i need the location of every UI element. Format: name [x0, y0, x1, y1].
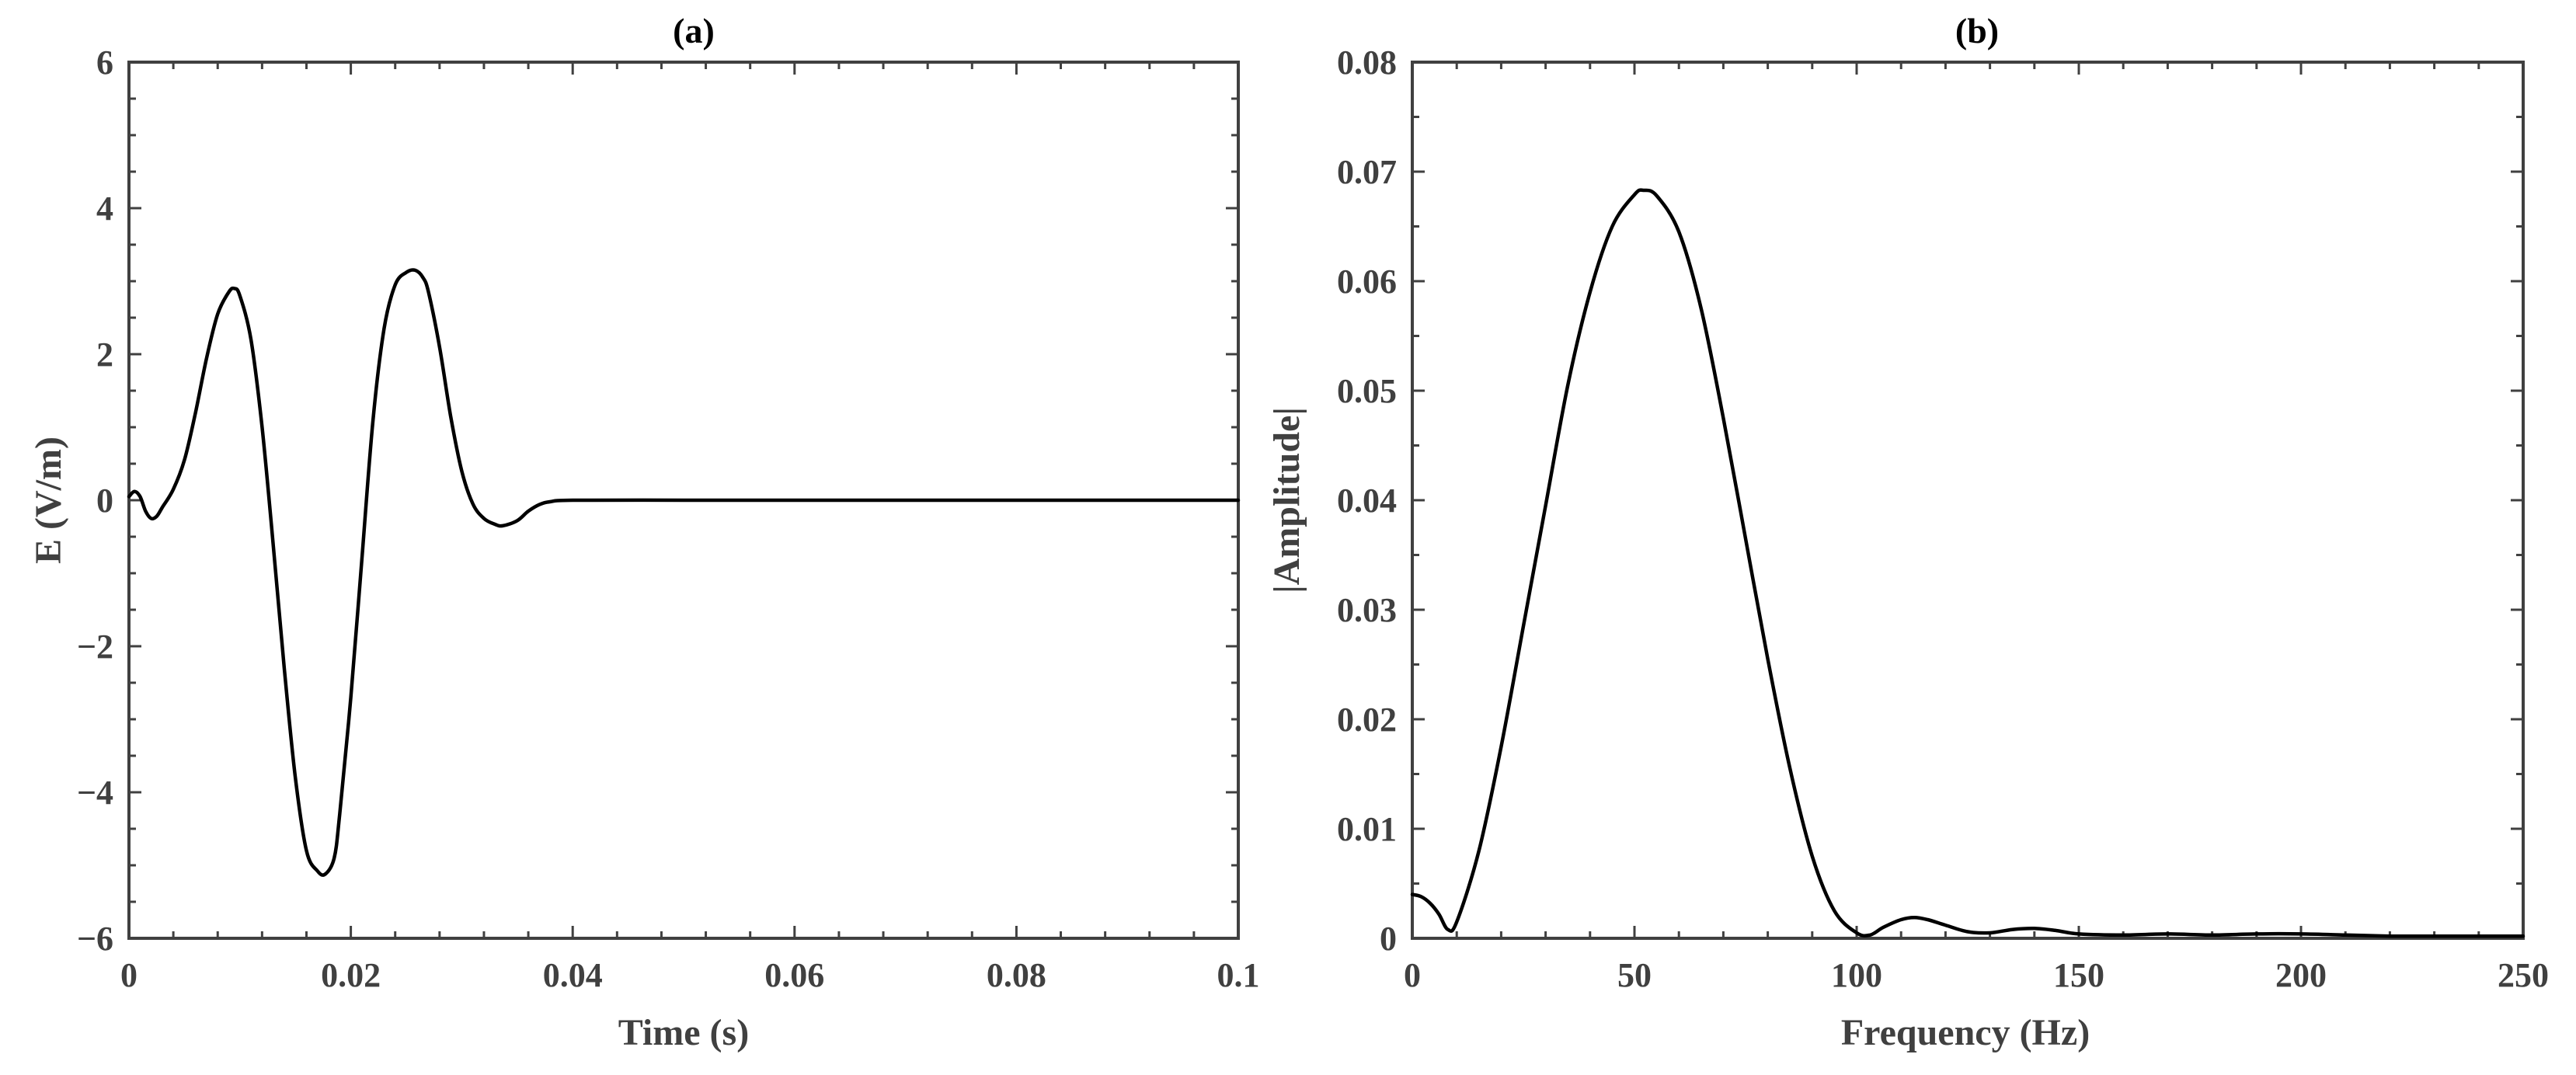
y-tick-label: 0 [96, 482, 113, 520]
x-tick-label: 150 [2053, 956, 2104, 994]
x-tick-label: 0 [1404, 956, 1421, 994]
y-tick-label: 0.05 [1337, 372, 1397, 410]
x-tick-label: 0.08 [987, 956, 1046, 994]
y-tick-label: 0.06 [1337, 263, 1397, 301]
panel-b-curve [1410, 188, 2526, 938]
y-tick-label: 0.03 [1337, 591, 1397, 629]
x-tick-label: 0.02 [321, 956, 381, 994]
panel-b: (b) 0 50 100 150 200 250 0 0.01 0.02 0.03 0.04 0.05… [1266, 11, 2549, 1053]
panel-a-curve [127, 268, 1241, 877]
x-tick-label: 100 [1831, 956, 1882, 994]
panel-b-xlabel: Frequency (Hz) [1841, 1012, 2090, 1053]
panel-a-ticks [127, 61, 1240, 940]
y-tick-label: 0.01 [1337, 810, 1397, 848]
x-tick-label: 250 [2498, 956, 2549, 994]
y-tick-label: −4 [77, 774, 113, 812]
x-tick-label: 50 [1617, 956, 1652, 994]
y-tick-label: −2 [77, 628, 113, 666]
panel-b-title: (b) [1955, 11, 1999, 50]
panel-b-tick-labels: 0 50 100 150 200 250 0 0.01 0.02 0.03 0.04 0.05 0.06… [1337, 43, 2549, 994]
x-tick-label: 0.04 [543, 956, 603, 994]
x-tick-label: 0.1 [1217, 956, 1260, 994]
panel-a-ylabel: E (V/m) [28, 437, 69, 564]
y-tick-label: 0.07 [1337, 153, 1397, 191]
panel-b-ticks [1411, 61, 2525, 940]
x-tick-label: 0 [120, 956, 138, 994]
panel-a-xlabel: Time (s) [618, 1012, 749, 1053]
y-tick-label: 0 [1380, 920, 1397, 958]
y-tick-label: 6 [96, 43, 113, 82]
panel-a-tick-labels: 0 0.02 0.04 0.06 0.08 0.1 −6 −4 −2 0 2 4 6 [77, 43, 1260, 994]
panel-a-title: (a) [673, 11, 715, 50]
y-tick-label: 0.08 [1337, 43, 1397, 82]
panel-a: (a) 0 0.02 0.04 0.06 0.08 0.1 −6 −4 −2 0 2 4 6 Time … [28, 11, 1260, 1053]
y-tick-label: 0.02 [1337, 701, 1397, 739]
panel-b-frame [1411, 61, 2525, 940]
y-tick-label: 4 [96, 190, 113, 228]
x-tick-label: 0.06 [764, 956, 824, 994]
x-tick-label: 200 [2275, 956, 2327, 994]
panel-b-ylabel: |Amplitude| [1266, 407, 1307, 593]
y-tick-label: 0.04 [1337, 482, 1397, 520]
y-tick-label: −6 [77, 920, 113, 958]
y-tick-label: 2 [96, 336, 113, 374]
